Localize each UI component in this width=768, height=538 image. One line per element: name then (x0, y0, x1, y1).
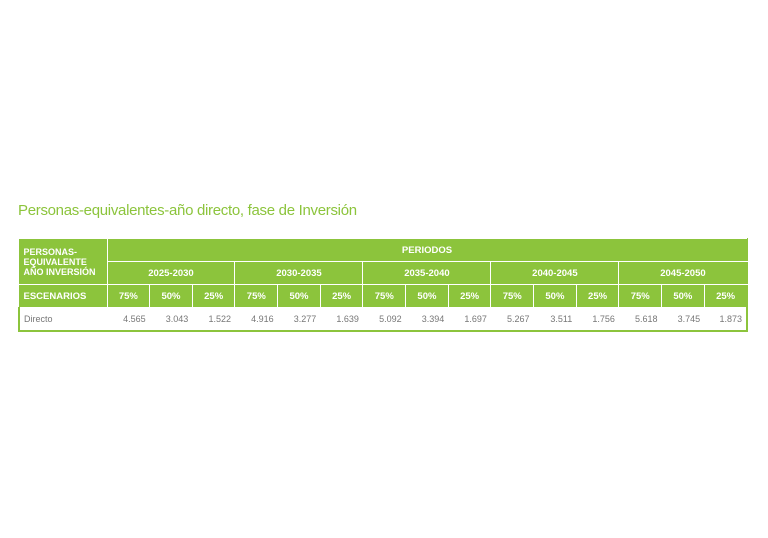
data-cell: 1.756 (576, 307, 619, 332)
period-row: 2025-2030 2030-2035 2035-2040 2040-2045 2045… (19, 261, 748, 285)
scenario-header: 50% (405, 284, 449, 308)
data-cell: 5.618 (618, 307, 662, 332)
scenario-header: 75% (106, 284, 151, 308)
data-cell: 3.511 (533, 307, 577, 332)
scenario-row: ESCENARIOS 75% 50% 25% 75% 50% 25% 75% 50% 25% 75%… (18, 284, 748, 308)
data-cell: 1.639 (320, 307, 363, 332)
scenario-header: 50% (149, 284, 193, 308)
scenario-header: 50% (661, 284, 705, 308)
data-cell: 3.745 (661, 307, 705, 332)
table-title: Personas-equivalentes-año directo, fase … (18, 202, 357, 219)
corner-header: PERSONAS- EQUIVALENTE AÑO INVERSIÓN (18, 238, 108, 285)
data-cell: 5.267 (490, 307, 534, 332)
data-cell: 5.092 (362, 307, 406, 332)
scenario-header: 75% (234, 284, 279, 308)
data-cell: 1.522 (192, 307, 235, 332)
scenario-header: 25% (447, 284, 492, 308)
scenario-header: 25% (575, 284, 620, 308)
data-cell: 1.873 (704, 307, 748, 332)
data-cell: 3.394 (405, 307, 449, 332)
data-cell: 3.043 (149, 307, 193, 332)
scenario-header: 75% (618, 284, 663, 308)
corner-line: AÑO INVERSIÓN (23, 266, 96, 277)
period-header: 2030-2035 (234, 261, 364, 285)
period-header: 2035-2040 (362, 261, 492, 285)
corner-line: PERSONAS- (23, 246, 78, 257)
row-label: Directo (18, 307, 107, 332)
scenario-header: 25% (319, 284, 364, 308)
corner-line: EQUIVALENTE (23, 256, 87, 267)
data-cell: 4.565 (107, 307, 150, 332)
scenario-header: 25% (703, 284, 748, 308)
period-header: 2025-2030 (106, 261, 236, 285)
data-table: PERSONAS- EQUIVALENTE AÑO INVERSIÓN PERIODO… (18, 238, 748, 332)
data-cell: 1.697 (448, 307, 491, 332)
period-header: 2040-2045 (490, 261, 620, 285)
period-header: 2045-2050 (618, 261, 748, 285)
scenario-header: 75% (362, 284, 407, 308)
scenario-header: 75% (490, 284, 535, 308)
group-header: PERIODOS (106, 238, 748, 262)
scenario-header: 25% (191, 284, 236, 308)
row-header: ESCENARIOS (18, 284, 108, 308)
data-cell: 4.916 (234, 307, 278, 332)
scenario-header: 50% (533, 284, 577, 308)
header-row: PERSONAS- EQUIVALENTE AÑO INVERSIÓN PERIODO… (18, 238, 748, 285)
data-cell: 3.277 (277, 307, 321, 332)
data-row: Directo 4.565 3.043 1.522 4.916 3.277 1.639 5.0… (18, 307, 748, 332)
scenario-header: 50% (277, 284, 321, 308)
